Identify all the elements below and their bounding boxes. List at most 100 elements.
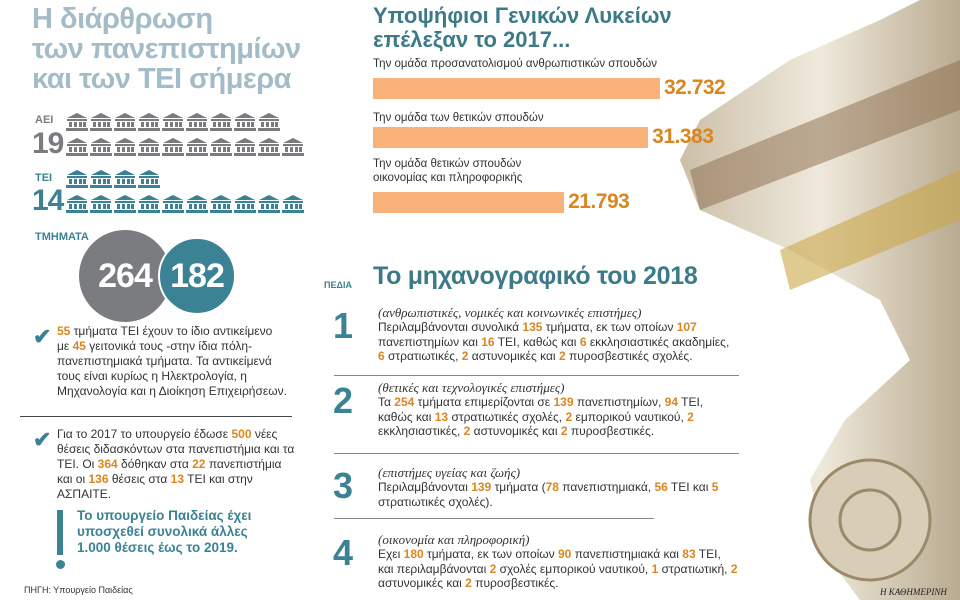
field-subtitle: (οικονομία και πληροφορική): [378, 532, 530, 547]
highlight-number: 56: [654, 480, 668, 494]
note-teaching-positions: Για το 2017 το υπουργείο έδωσε 500 νέες …: [57, 427, 297, 502]
university-building-icon: [234, 195, 256, 213]
university-building-icon: [258, 195, 280, 213]
brand-logo: Η ΚΑΘΗΜΕΡΙΝΗ: [880, 587, 947, 597]
bar-value-label: 31.383: [652, 125, 714, 148]
text-segment: πανεπιστημίων και: [378, 334, 482, 349]
university-building-icon: [258, 113, 280, 131]
field-number: 1: [333, 305, 354, 346]
fields-title: Το μηχανογραφικό του 2018: [373, 262, 698, 290]
university-building-icon: [114, 195, 136, 213]
university-building-icon: [66, 138, 88, 156]
highlight-number: 6: [579, 334, 587, 349]
highlight-number: 45: [72, 339, 86, 353]
highlight-number: 6: [378, 349, 385, 363]
university-building-icon: [90, 138, 112, 156]
highlight-number: 107: [676, 320, 697, 334]
text-segment: Περιλαμβάνονται συνολικά: [378, 320, 523, 334]
highlight-number: 83: [682, 547, 696, 561]
text-segment: Εχει: [378, 547, 404, 561]
highlight-number: 2: [461, 349, 469, 363]
tei-icons-row1: [66, 170, 160, 188]
text-segment: ΤΕΙ, καθώς και: [494, 334, 580, 349]
text-segment: ΤΕΙ, καθώς και: [378, 395, 704, 424]
highlight-number: 78: [545, 480, 559, 494]
exclamation-icon: [57, 510, 63, 555]
text-segment: τμήματα, εκ των οποίων: [423, 547, 558, 561]
text-segment: πυροσβεστικές σχολές.: [565, 349, 693, 363]
text-segment: πανεπιστημιακά και: [571, 547, 683, 561]
highlight-number: 90: [558, 547, 572, 561]
field-item: (επιστήμες υγείας και ζωής) Περιλαμβάνοντ…: [378, 465, 738, 509]
university-building-icon: [138, 195, 160, 213]
aei-count: 19: [32, 127, 64, 160]
divider: [334, 453, 739, 454]
university-building-icon: [66, 170, 88, 188]
text-segment: αστυνομικές και: [378, 576, 466, 590]
text-segment: τμήματα, εκ των οποίων: [542, 320, 677, 334]
university-building-icon: [258, 138, 280, 156]
highlight-number: 2: [560, 424, 568, 438]
divider: [334, 375, 739, 376]
aei-departments-circle: 264: [79, 230, 171, 322]
aei-icons-row2: [66, 138, 304, 156]
source-note: ΠΗΓΗ: Υπουργείο Παιδείας: [24, 585, 133, 595]
university-building-icon: [138, 170, 160, 188]
highlight-number: 139: [471, 480, 492, 494]
tei-departments-circle: 182: [158, 237, 236, 315]
ionic-column-illustration: [680, 0, 960, 600]
field-number: 3: [333, 465, 354, 506]
highlight-number: 55: [57, 324, 71, 338]
university-building-icon: [90, 195, 112, 213]
field-item: (οικονομία και πληροφορική) Εχει 180 τμήμ…: [378, 532, 738, 591]
field-description: Περιλαμβάνονται συνολικά 135 τμήματα, εκ…: [378, 320, 738, 364]
university-building-icon: [90, 113, 112, 131]
title-line: Η διάρθρωση: [32, 3, 213, 35]
university-building-icon: [210, 113, 232, 131]
text-segment: Για το 2017 το υπουργείο έδωσε: [57, 427, 232, 441]
text-segment: δόθηκαν στα: [117, 457, 193, 471]
highlight-number: 139: [553, 395, 574, 409]
text-segment: σχολές εμπορικού ναυτικού,: [496, 561, 652, 576]
text-segment: θέσεις στα: [108, 472, 171, 486]
divider: [334, 518, 654, 519]
text-segment: στρατιωτική,: [658, 561, 731, 576]
highlight-number: 136: [88, 472, 109, 486]
highlight-number: 2: [463, 424, 471, 438]
title-line: των πανεπιστημίων: [32, 33, 301, 65]
text-segment: τμήματα ΤΕΙ έχουν το ίδιο αντικείμενο με: [57, 324, 273, 353]
field-subtitle: (θετικές και τεχνολογικές επιστήμες): [378, 380, 565, 395]
tei-label: ΤΕΙ: [35, 172, 53, 184]
text-segment: Περιλαμβάνονται: [378, 480, 472, 494]
field-subtitle: (επιστήμες υγείας και ζωής): [378, 465, 521, 480]
chart-title: Υποψήφιοι Γενικών Λυκείων επέλεξαν το 20…: [373, 3, 672, 52]
text-segment: τμήματα (: [491, 480, 546, 494]
university-building-icon: [234, 138, 256, 156]
field-number: 4: [333, 532, 354, 573]
highlight-number: 13: [434, 409, 449, 424]
highlight-number: 135: [522, 320, 543, 334]
highlight-number: 180: [403, 547, 424, 561]
text-segment: πανεπιστημίων,: [573, 395, 665, 409]
field-item: (θετικές και τεχνολογικές επιστήμες) Τα 2…: [378, 380, 738, 439]
text-segment: στρατιωτικές σχολές).: [378, 494, 493, 509]
university-building-icon: [114, 113, 136, 131]
university-building-icon: [114, 138, 136, 156]
university-building-icon: [282, 138, 304, 156]
university-building-icon: [210, 195, 232, 213]
highlight-number: 22: [192, 457, 206, 471]
field-number: 2: [333, 380, 354, 421]
text-segment: ΤΕΙ και: [667, 480, 712, 494]
text-segment: τμήματα επιμερίζονται σε: [414, 395, 554, 409]
text-segment: νέες θέσεις διδασκόντων στα πανεπιστήμια…: [57, 427, 295, 471]
text-segment: Τα: [378, 395, 395, 409]
highlight-number: 2: [565, 409, 573, 424]
tei-icons-row2: [66, 195, 304, 213]
note-tei-overlap: 55 τμήματα ΤΕΙ έχουν το ίδιο αντικείμενο…: [57, 324, 287, 399]
university-building-icon: [186, 113, 208, 131]
highlight-number: 2: [465, 576, 472, 590]
text-segment: ΤΕΙ, και περιλαμβάνονται: [378, 547, 721, 576]
university-building-icon: [162, 195, 184, 213]
text-segment: ΤΕΙ και στην ΑΣΠΑΙΤΕ.: [57, 472, 253, 501]
text-segment: πυροσβεστικές.: [471, 576, 559, 590]
